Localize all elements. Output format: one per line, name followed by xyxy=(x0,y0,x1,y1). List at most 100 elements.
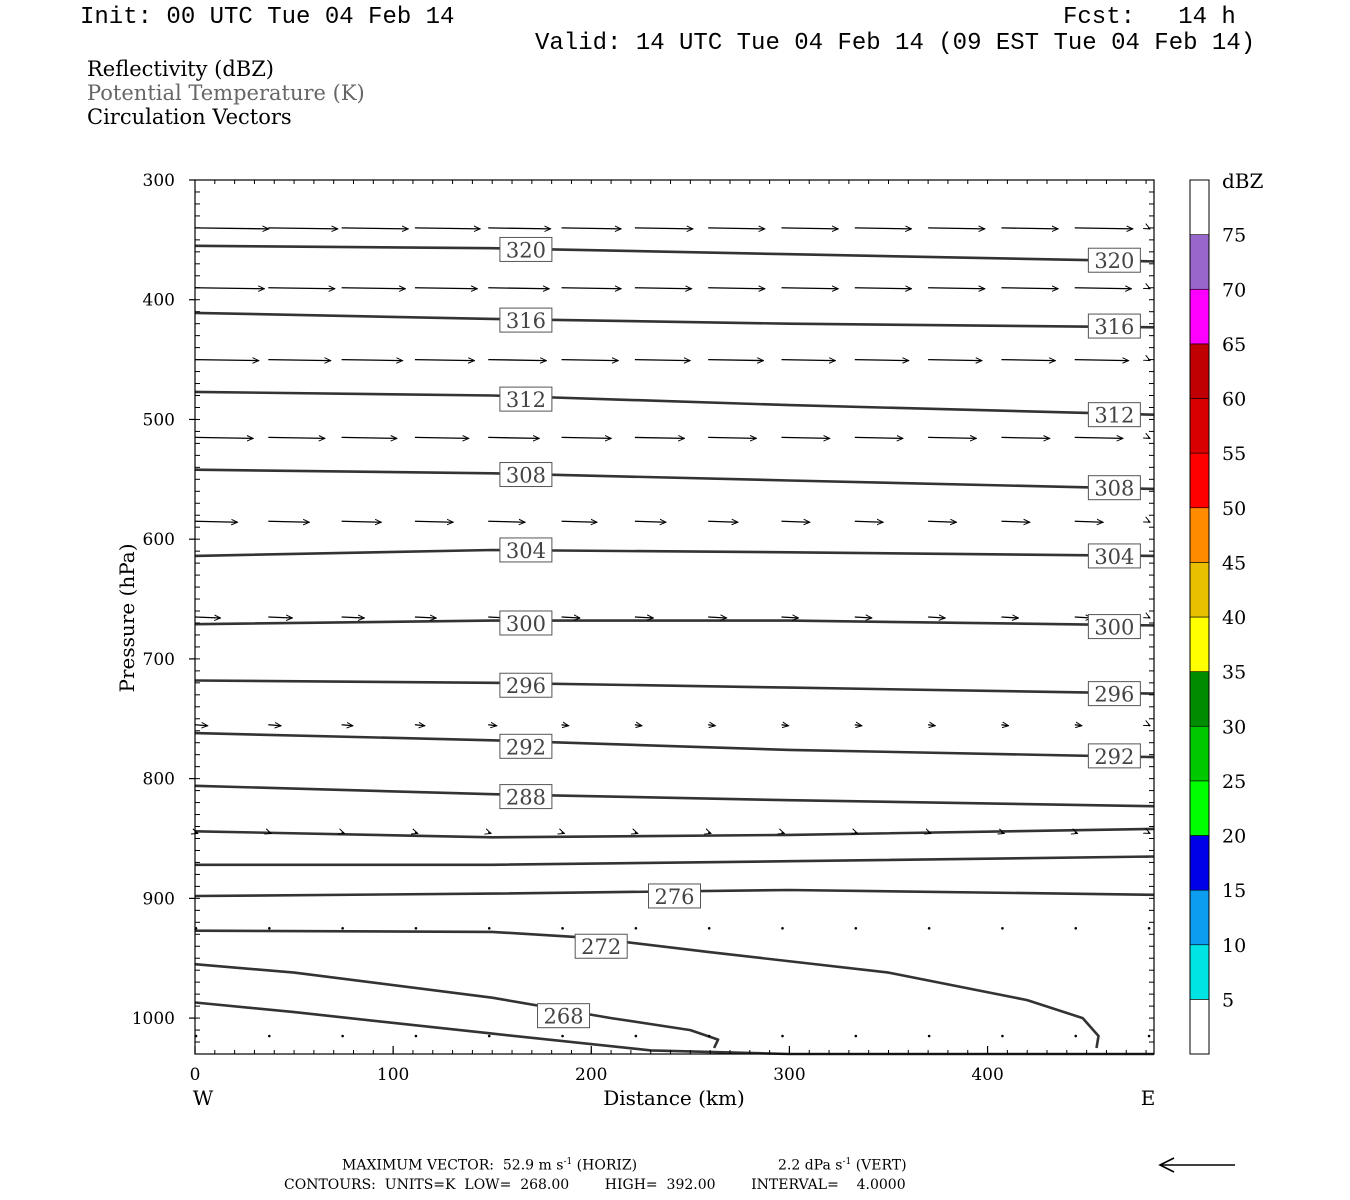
circulation-vector xyxy=(781,228,838,229)
circulation-vector xyxy=(781,521,809,522)
contour-label-text: 272 xyxy=(581,935,621,959)
contour-label-box xyxy=(1087,247,1141,273)
x-tick-label: 400 xyxy=(971,1065,1003,1085)
contour-label-text: 308 xyxy=(1094,477,1134,501)
vector-dot xyxy=(1074,926,1078,930)
colorbar-tick-label: 75 xyxy=(1222,225,1246,247)
circulation-vector xyxy=(194,437,253,438)
contour-label-text: 304 xyxy=(506,539,546,563)
theta-contour-296 xyxy=(194,679,1155,695)
vector-dot xyxy=(927,1034,931,1038)
circulation-vector xyxy=(341,725,353,726)
vector-dot xyxy=(1001,1034,1004,1038)
circulation-vector xyxy=(194,617,221,618)
colorbar-tick-label: 60 xyxy=(1222,389,1246,411)
circulation-vector xyxy=(708,833,711,834)
vector-dot xyxy=(561,926,564,930)
circulation-vector xyxy=(268,288,335,289)
contour-label-box xyxy=(1087,475,1141,501)
y-tick-label: 500 xyxy=(143,410,175,430)
circulation-vector xyxy=(928,521,956,522)
contour-label-box xyxy=(1087,681,1141,707)
circulation-vector xyxy=(341,228,409,229)
circulation-vector xyxy=(194,288,264,289)
vector-dot xyxy=(1074,1034,1078,1038)
contour-label-box xyxy=(1087,743,1141,769)
colorbar-bin-45 xyxy=(1189,507,1210,563)
circulation-vector xyxy=(414,725,425,726)
contour-label-text: 296 xyxy=(1094,683,1134,707)
contour-label-box xyxy=(574,933,628,959)
circulation-vector xyxy=(561,228,622,229)
y-tick-label: 300 xyxy=(143,171,175,191)
circulation-vector xyxy=(342,833,345,834)
contour-label-box xyxy=(499,733,553,759)
colorbar-bin-25 xyxy=(1189,725,1210,782)
max-vector-line: MAXIMUM VECTOR: 52.9 m s-1 (HORIZ) xyxy=(342,1158,637,1173)
vector-dot xyxy=(414,926,418,930)
theta-contour-288 xyxy=(194,784,1155,808)
contour-label: 320 xyxy=(499,236,553,262)
circulation-vector xyxy=(634,288,692,289)
circulation-vector xyxy=(634,360,690,361)
x-end-label-east: E xyxy=(1141,1086,1156,1110)
circulation-vector xyxy=(928,437,976,438)
contour-label-box xyxy=(499,672,553,698)
vector-dot xyxy=(634,1034,638,1038)
circulation-vector xyxy=(854,228,912,229)
circulation-vector xyxy=(414,360,475,361)
circulation-vector xyxy=(1001,437,1049,438)
colorbar-bin-75 xyxy=(1189,179,1210,235)
circulation-vector xyxy=(268,228,337,229)
theta-contour-312 xyxy=(194,390,1155,416)
contour-label-text: 320 xyxy=(1094,249,1134,273)
contour-label-box xyxy=(537,1003,591,1029)
circulation-vector xyxy=(781,360,835,361)
vector-dot xyxy=(707,926,711,930)
circulation-vector xyxy=(561,617,580,618)
circulation-vector xyxy=(341,360,403,361)
colorbar-tick-label: 15 xyxy=(1222,880,1246,902)
circulation-vector xyxy=(268,725,281,726)
legend-circulation-vectors: Circulation Vectors xyxy=(87,105,292,129)
contour-label: 304 xyxy=(1087,543,1141,569)
circulation-vector xyxy=(488,228,550,229)
max-horiz-unit: (HORIZ) xyxy=(576,1157,638,1174)
circulation-vector xyxy=(854,617,872,618)
contour-label: 312 xyxy=(499,386,553,412)
contour-label-text: 312 xyxy=(506,388,546,412)
colorbar-bin-60 xyxy=(1189,343,1210,399)
circulation-vector xyxy=(781,437,829,438)
contour-label-box xyxy=(499,462,553,488)
circulation-vector xyxy=(1074,725,1082,726)
theta-contour-292 xyxy=(194,731,1155,759)
circulation-vector xyxy=(854,521,883,522)
x-axis-title: Distance (km) xyxy=(603,1086,745,1110)
contour-label-box xyxy=(1087,402,1141,428)
theta-contour-316 xyxy=(194,311,1155,329)
y-tick-label: 900 xyxy=(143,889,175,909)
circulation-vector xyxy=(1075,833,1078,834)
circulation-vector xyxy=(855,833,858,834)
circulation-vector xyxy=(562,833,565,834)
contour-label-text: 300 xyxy=(506,612,546,636)
contour-label: 288 xyxy=(499,784,553,810)
forecast-hour: Fcst: 14 h xyxy=(1063,4,1236,31)
vector-dot xyxy=(927,926,931,930)
vector-dot xyxy=(634,926,638,930)
valid-time: Valid: 14 UTC Tue 04 Feb 14 (09 EST Tue … xyxy=(535,30,1256,57)
contour-label-text: 320 xyxy=(506,238,546,262)
circulation-vector xyxy=(708,725,715,726)
contour-label: 300 xyxy=(1087,614,1141,640)
circulation-vector xyxy=(781,617,798,618)
vector-dot xyxy=(781,926,784,930)
circulation-vector xyxy=(268,360,330,361)
vector-dot xyxy=(341,926,344,930)
circulation-vector xyxy=(634,617,653,618)
colorbar-tick-label: 45 xyxy=(1222,552,1246,574)
circulation-vector xyxy=(194,725,208,726)
circulation-vector xyxy=(488,360,546,361)
contour-label-box xyxy=(1087,543,1141,569)
circulation-vector xyxy=(414,521,453,522)
